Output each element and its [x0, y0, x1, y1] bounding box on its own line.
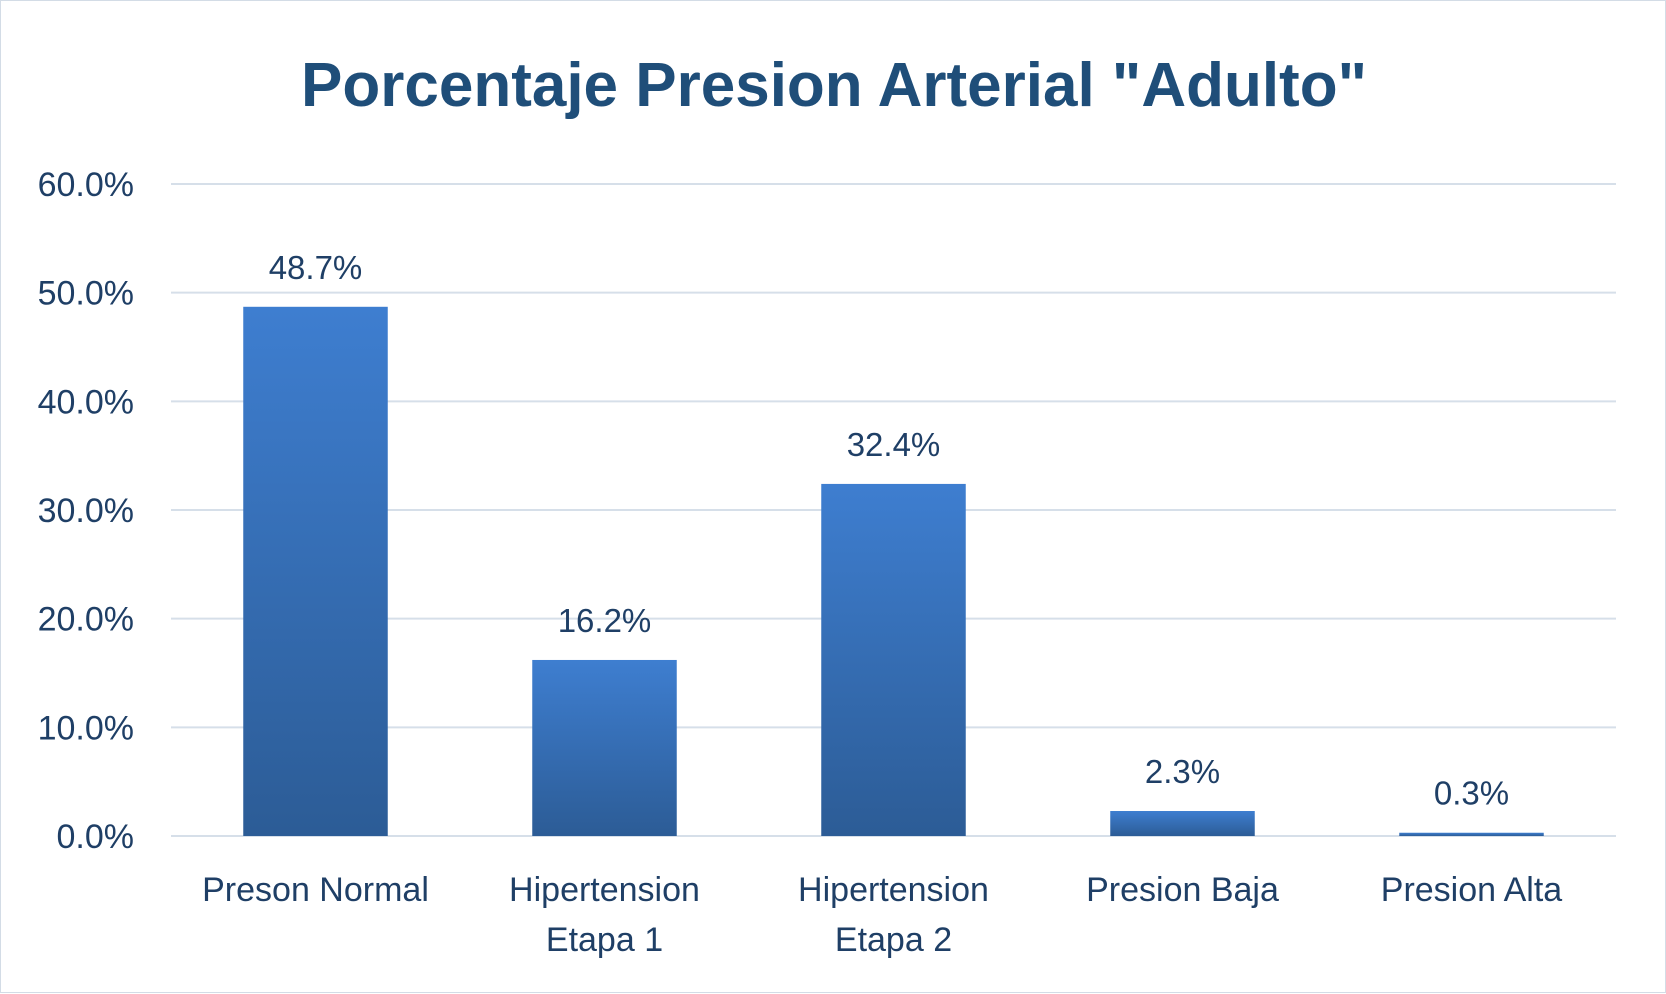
- y-tick-label: 50.0%: [38, 275, 134, 313]
- x-category-label: Presion Alta: [1381, 871, 1563, 909]
- x-category-label: Preson Normal: [202, 871, 429, 909]
- data-label: 0.3%: [1434, 775, 1509, 812]
- chart-title: Porcentaje Presion Arterial "Adulto": [301, 51, 1367, 120]
- data-label: 2.3%: [1145, 753, 1220, 790]
- bar: [821, 483, 966, 836]
- y-tick-label: 60.0%: [38, 166, 134, 204]
- bar: [243, 306, 388, 836]
- data-label: 16.2%: [558, 602, 652, 639]
- bar: [1110, 811, 1255, 836]
- y-tick-label: 10.0%: [38, 709, 134, 747]
- y-tick-label: 40.0%: [38, 383, 134, 421]
- y-tick-label: 20.0%: [38, 601, 134, 639]
- data-label: 32.4%: [847, 426, 941, 463]
- data-label: 48.7%: [269, 249, 363, 286]
- y-tick-label: 0.0%: [57, 818, 135, 856]
- x-category-label: Etapa 2: [835, 921, 952, 959]
- x-category-label: Hipertension: [798, 871, 989, 909]
- data-labels: 48.7% 16.2% 32.4% 2.3% 0.3%: [269, 249, 1509, 812]
- y-tick-label: 30.0%: [38, 492, 134, 530]
- x-category-label: Presion Baja: [1086, 871, 1279, 909]
- bar: [1399, 832, 1544, 836]
- bar: [532, 659, 677, 836]
- x-axis-categories: Preson Normal Hipertension Etapa 1 Hiperten…: [202, 871, 1562, 959]
- y-axis-ticks: 0.0% 10.0% 20.0% 30.0% 40.0% 50.0% 60.0%: [38, 166, 134, 856]
- x-category-label: Etapa 1: [546, 921, 663, 959]
- bars: [243, 306, 1544, 836]
- x-category-label: Hipertension: [509, 871, 700, 909]
